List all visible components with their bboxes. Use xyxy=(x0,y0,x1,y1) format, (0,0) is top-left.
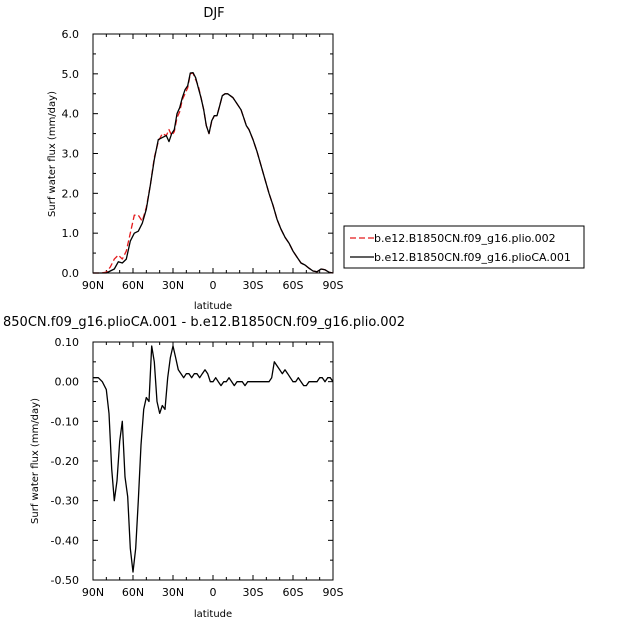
y-tick-label: -0.50 xyxy=(51,574,79,587)
y-axis-label: Surf water flux (mm/day) xyxy=(30,398,41,524)
legend: b.e12.B1850CN.f09_g16.plio.002 b.e12.B185… xyxy=(343,225,585,269)
y-tick-label: 0.0 xyxy=(62,267,80,280)
x-tick-label: 90N xyxy=(82,586,104,599)
x-tick-label: 90S xyxy=(323,279,344,292)
y-tick-label: 2.0 xyxy=(62,187,80,200)
x-tick-label: 30S xyxy=(243,279,264,292)
x-tick-label: 60S xyxy=(283,279,304,292)
y-tick-label: 5.0 xyxy=(62,68,80,81)
x-tick-label: 90N xyxy=(82,279,104,292)
series-line-1 xyxy=(93,345,334,573)
x-axis-label: latitude xyxy=(194,301,232,312)
series-line-1 xyxy=(93,72,334,274)
x-tick-label: 0 xyxy=(210,586,217,599)
legend-label: b.e12.B1850CN.f09_g16.plioCA.001 xyxy=(374,251,571,264)
y-tick-label: 6.0 xyxy=(62,28,80,41)
x-tick-label: 90S xyxy=(323,586,344,599)
series-lines xyxy=(93,71,334,274)
series-line-2 xyxy=(93,71,334,274)
plot-frame xyxy=(92,341,334,581)
x-tick-label: 60N xyxy=(122,586,144,599)
x-tick-label: 60S xyxy=(283,586,304,599)
y-tick-label: 0.10 xyxy=(55,336,80,349)
y-tick-label: 0.00 xyxy=(55,376,80,389)
chart-title: 850CN.f09_g16.plioCA.001 - b.e12.B1850CN… xyxy=(3,315,405,330)
y-tick-label: -0.20 xyxy=(51,455,79,468)
y-tick-label: -0.10 xyxy=(51,415,79,428)
y-tick-label: -0.30 xyxy=(51,495,79,508)
y-tick-label: -0.40 xyxy=(51,534,79,547)
top-panel: DJF 0.0 1.0 2.0 3.0 4.0 5.0 6.0 90N 60N 30N 0 30S 6… xyxy=(47,6,585,312)
x-axis-label: latitude xyxy=(194,609,232,620)
y-axis-ticks: 0.10 0.00 -0.10 -0.20 -0.30 -0.40 -0.50 xyxy=(51,336,333,587)
legend-box xyxy=(343,225,585,269)
x-tick-label: 30N xyxy=(162,279,184,292)
y-axis-ticks: 0.0 1.0 2.0 3.0 4.0 5.0 6.0 xyxy=(62,28,333,280)
x-tick-label: 0 xyxy=(210,279,217,292)
x-tick-label: 30S xyxy=(243,586,264,599)
x-tick-label: 60N xyxy=(122,279,144,292)
series-lines xyxy=(93,345,334,573)
y-tick-label: 1.0 xyxy=(62,227,80,240)
y-tick-label: 4.0 xyxy=(62,108,80,121)
y-axis-label: Surf water flux (mm/day) xyxy=(47,91,58,217)
x-tick-label: 30N xyxy=(162,586,184,599)
legend-label: b.e12.B1850CN.f09_g16.plio.002 xyxy=(374,232,556,245)
chart-title: DJF xyxy=(203,6,224,21)
bottom-panel: 850CN.f09_g16.plioCA.001 - b.e12.B1850CN… xyxy=(3,315,405,620)
x-axis-ticks: 90N 60N 30N 0 30S 60S 90S xyxy=(82,34,344,292)
y-tick-label: 3.0 xyxy=(62,148,80,161)
x-axis-ticks: 90N 60N 30N 0 30S 60S 90S xyxy=(82,342,344,599)
